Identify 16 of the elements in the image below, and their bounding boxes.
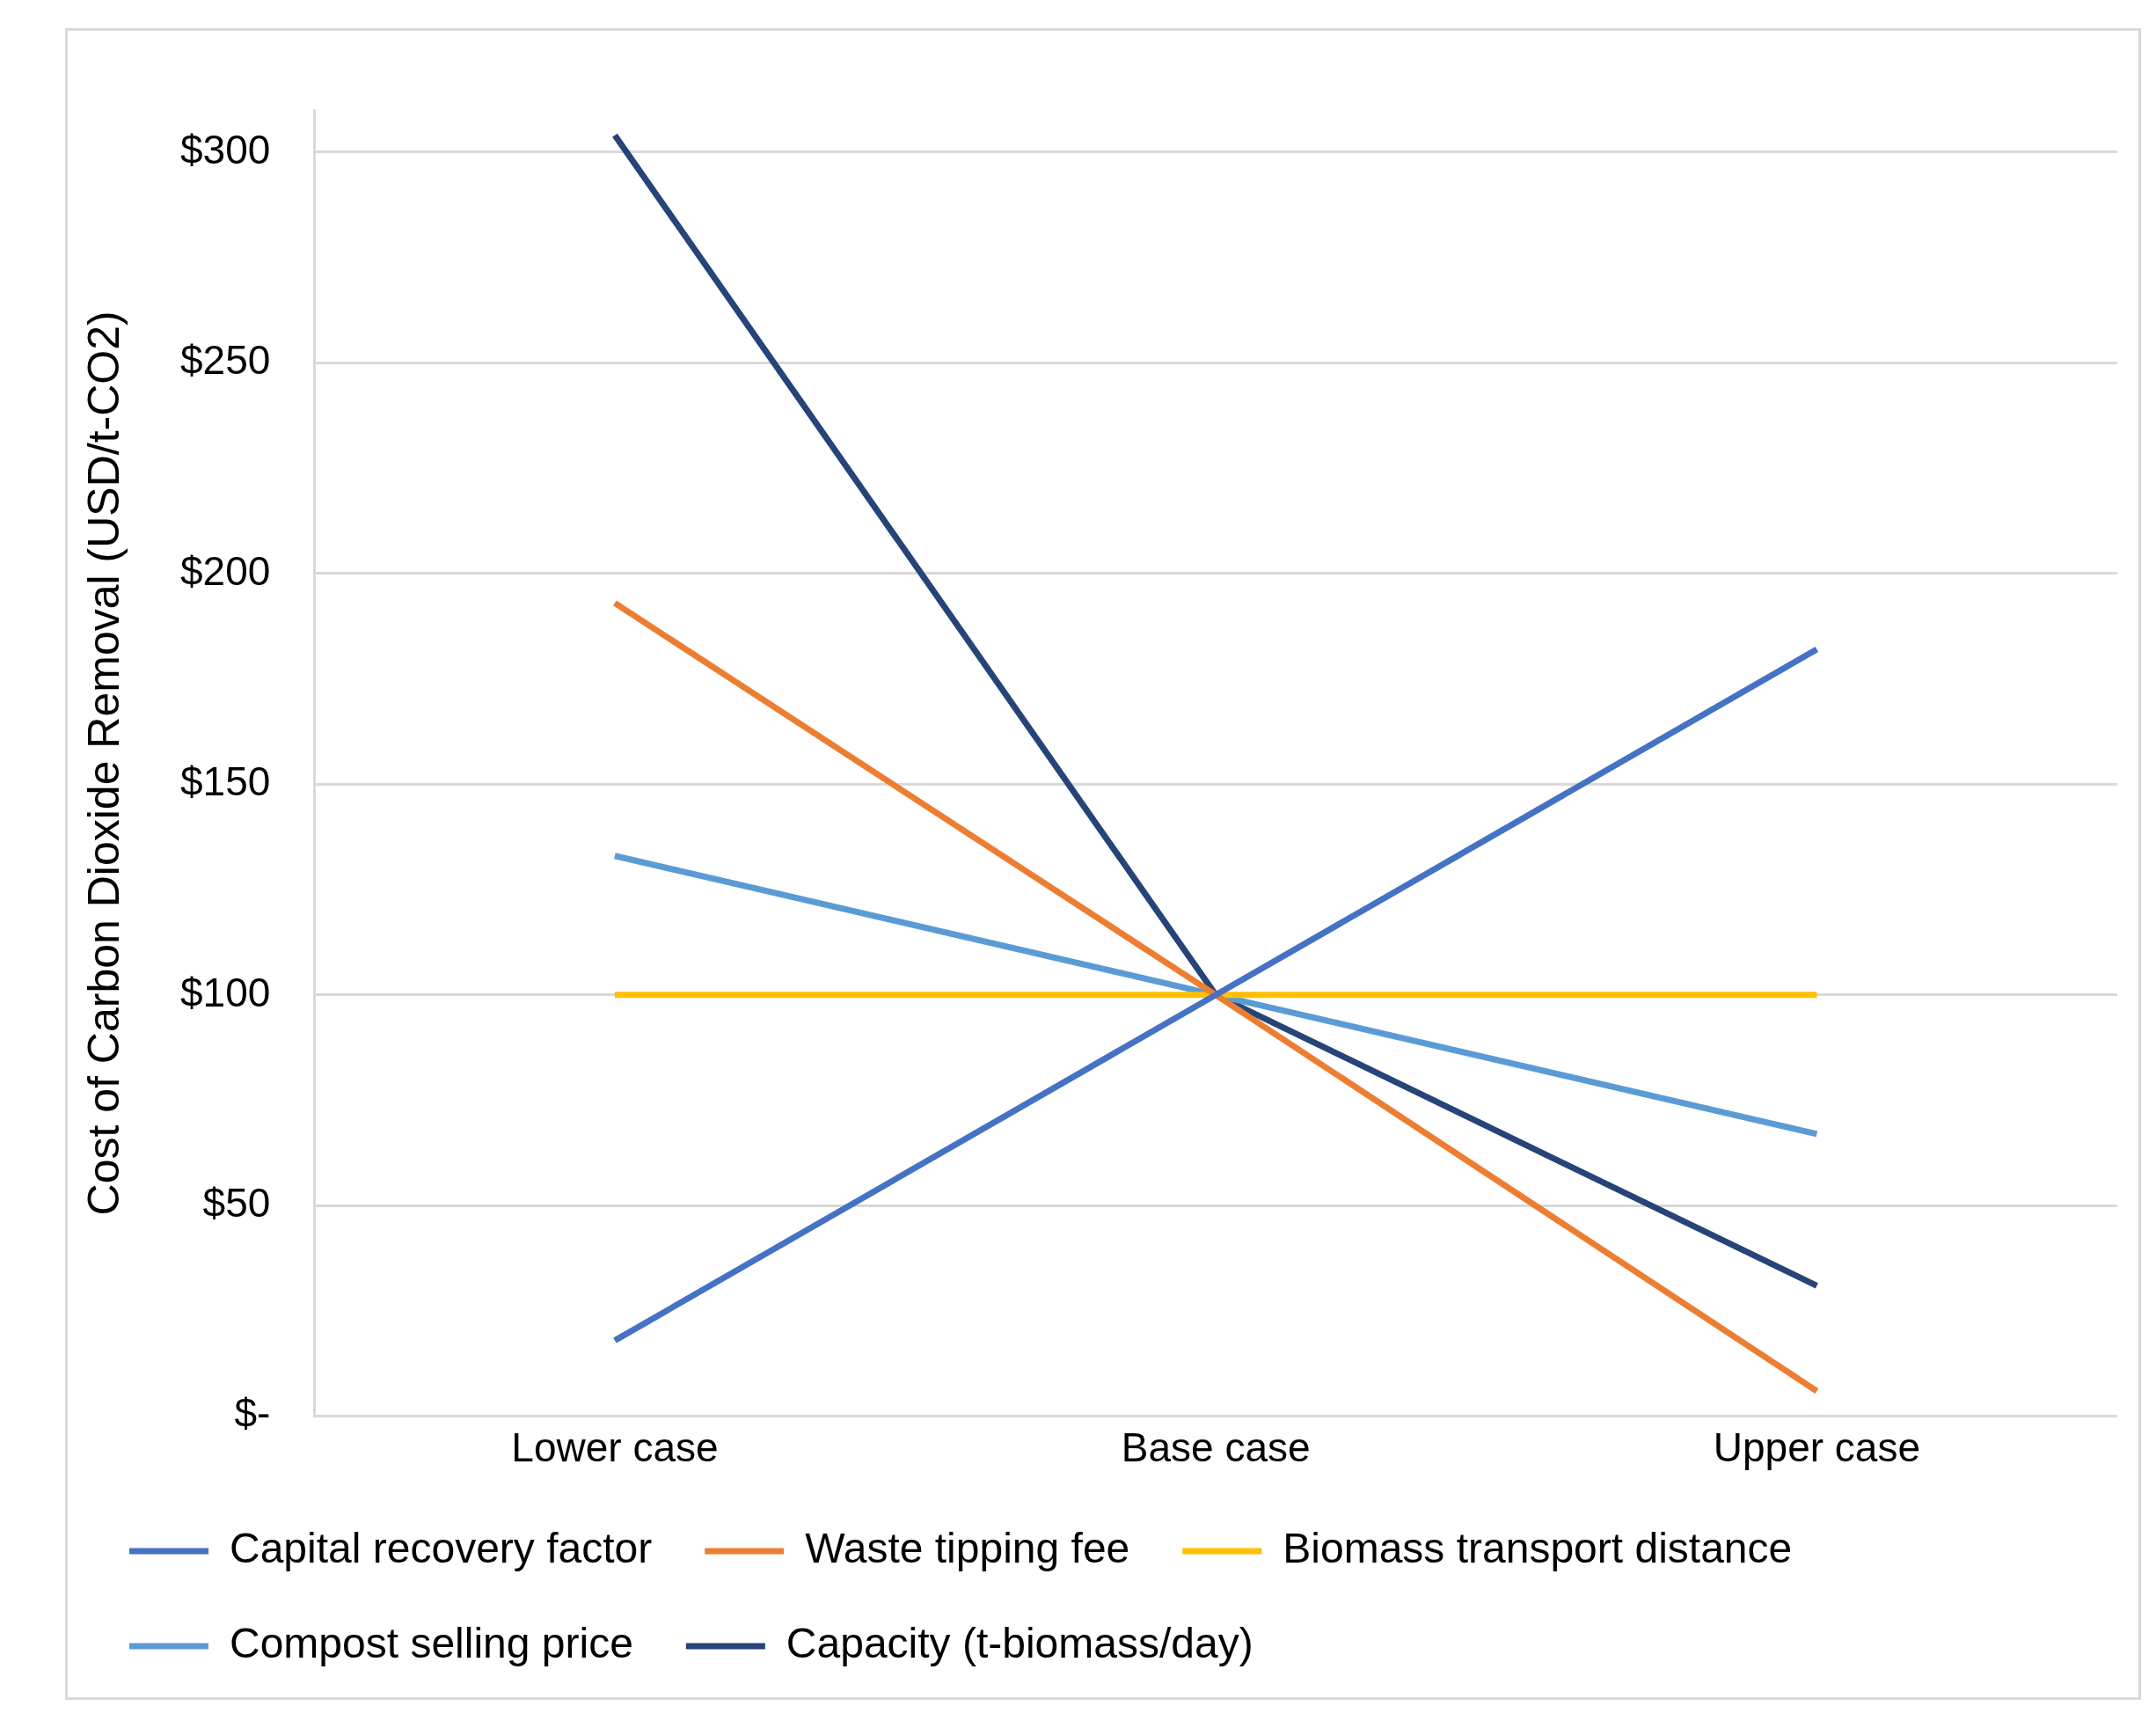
- legend-label: Waste tipping fee: [805, 1525, 1130, 1572]
- legend-label: Compost selling price: [230, 1620, 633, 1667]
- x-tick-label: Base case: [1121, 1424, 1311, 1471]
- y-tick-label: $150: [179, 758, 271, 805]
- x-tick-label: Upper case: [1713, 1424, 1921, 1471]
- y-tick-label: $250: [179, 337, 271, 384]
- y-tick-label: $-: [234, 1390, 271, 1437]
- y-tick-label: $200: [179, 547, 271, 594]
- y-tick-label: $300: [179, 126, 271, 172]
- y-axis-title: Cost of Carbon Dioxide Removal (USD/t-CO2): [78, 311, 128, 1216]
- legend-label: Capacity (t-biomass/day): [786, 1620, 1253, 1667]
- y-tick-label: $50: [202, 1180, 271, 1226]
- x-tick-label: Lower case: [511, 1424, 719, 1471]
- legend-label: Capital recovery factor: [230, 1525, 653, 1572]
- y-tick-label: $100: [179, 969, 271, 1015]
- legend-label: Biomass transport distance: [1283, 1525, 1793, 1572]
